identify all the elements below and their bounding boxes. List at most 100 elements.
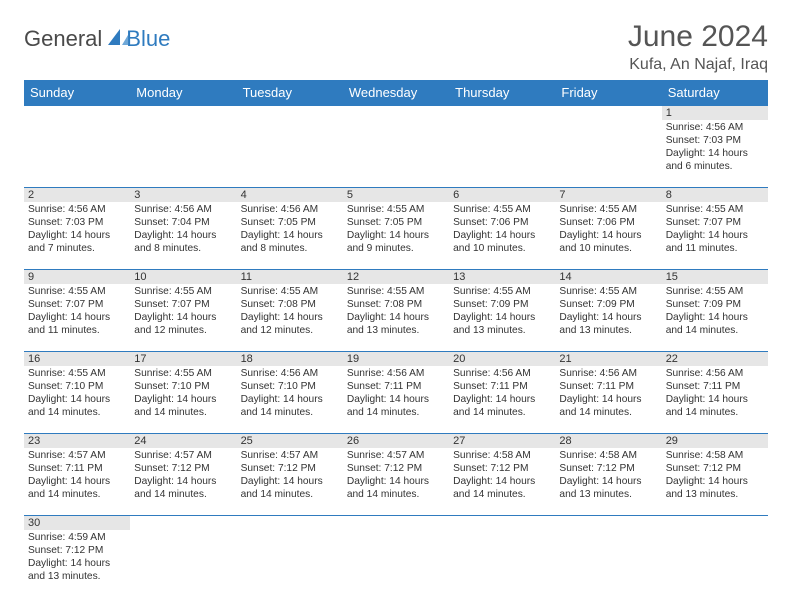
- sunrise-text: Sunrise: 4:55 AM: [666, 285, 764, 298]
- sunset-text: Sunset: 7:11 PM: [28, 462, 126, 475]
- sunset-text: Sunset: 7:12 PM: [347, 462, 445, 475]
- logo-text-general: General: [24, 26, 102, 52]
- calendar-cell: 6Sunrise: 4:55 AMSunset: 7:06 PMDaylight…: [449, 188, 555, 270]
- sunrise-text: Sunrise: 4:56 AM: [28, 203, 126, 216]
- day-detail: Sunrise: 4:55 AMSunset: 7:07 PMDaylight:…: [130, 284, 236, 339]
- day-detail: Sunrise: 4:56 AMSunset: 7:11 PMDaylight:…: [555, 366, 661, 421]
- calendar-cell: 24Sunrise: 4:57 AMSunset: 7:12 PMDayligh…: [130, 434, 236, 516]
- day-number: 19: [343, 352, 449, 366]
- sunrise-text: Sunrise: 4:55 AM: [453, 285, 551, 298]
- sunset-text: Sunset: 7:07 PM: [134, 298, 232, 311]
- calendar-cell: 29Sunrise: 4:58 AMSunset: 7:12 PMDayligh…: [662, 434, 768, 516]
- day-number: 30: [24, 516, 130, 530]
- calendar-cell: [343, 516, 449, 598]
- daylight-text: Daylight: 14 hours and 11 minutes.: [28, 311, 126, 337]
- calendar-cell: 22Sunrise: 4:56 AMSunset: 7:11 PMDayligh…: [662, 352, 768, 434]
- day-detail: Sunrise: 4:55 AMSunset: 7:07 PMDaylight:…: [24, 284, 130, 339]
- sunrise-text: Sunrise: 4:57 AM: [134, 449, 232, 462]
- sunrise-text: Sunrise: 4:55 AM: [559, 285, 657, 298]
- sunset-text: Sunset: 7:03 PM: [666, 134, 764, 147]
- day-number: [449, 516, 555, 518]
- calendar-cell: 14Sunrise: 4:55 AMSunset: 7:09 PMDayligh…: [555, 270, 661, 352]
- sunrise-text: Sunrise: 4:58 AM: [453, 449, 551, 462]
- day-detail: Sunrise: 4:57 AMSunset: 7:12 PMDaylight:…: [237, 448, 343, 503]
- day-number: 4: [237, 188, 343, 202]
- dayhead-mon: Monday: [130, 80, 236, 106]
- day-detail: Sunrise: 4:55 AMSunset: 7:06 PMDaylight:…: [449, 202, 555, 257]
- day-detail: Sunrise: 4:56 AMSunset: 7:04 PMDaylight:…: [130, 202, 236, 257]
- dayhead-wed: Wednesday: [343, 80, 449, 106]
- day-detail: Sunrise: 4:55 AMSunset: 7:10 PMDaylight:…: [130, 366, 236, 421]
- day-number: [237, 106, 343, 108]
- calendar-cell: 3Sunrise: 4:56 AMSunset: 7:04 PMDaylight…: [130, 188, 236, 270]
- sunset-text: Sunset: 7:10 PM: [28, 380, 126, 393]
- sunrise-text: Sunrise: 4:58 AM: [666, 449, 764, 462]
- day-detail: Sunrise: 4:55 AMSunset: 7:05 PMDaylight:…: [343, 202, 449, 257]
- daylight-text: Daylight: 14 hours and 12 minutes.: [241, 311, 339, 337]
- day-number: 7: [555, 188, 661, 202]
- calendar-cell: [130, 516, 236, 598]
- day-number: [555, 516, 661, 518]
- calendar-row: 9Sunrise: 4:55 AMSunset: 7:07 PMDaylight…: [24, 270, 768, 352]
- dayhead-fri: Friday: [555, 80, 661, 106]
- sunrise-text: Sunrise: 4:55 AM: [241, 285, 339, 298]
- day-number: [237, 516, 343, 518]
- calendar-cell: 7Sunrise: 4:55 AMSunset: 7:06 PMDaylight…: [555, 188, 661, 270]
- daylight-text: Daylight: 14 hours and 6 minutes.: [666, 147, 764, 173]
- calendar-cell: 10Sunrise: 4:55 AMSunset: 7:07 PMDayligh…: [130, 270, 236, 352]
- calendar-row: 30Sunrise: 4:59 AMSunset: 7:12 PMDayligh…: [24, 516, 768, 598]
- sunset-text: Sunset: 7:12 PM: [241, 462, 339, 475]
- day-detail: Sunrise: 4:55 AMSunset: 7:08 PMDaylight:…: [237, 284, 343, 339]
- calendar-cell: 20Sunrise: 4:56 AMSunset: 7:11 PMDayligh…: [449, 352, 555, 434]
- daylight-text: Daylight: 14 hours and 8 minutes.: [134, 229, 232, 255]
- calendar-cell: 16Sunrise: 4:55 AMSunset: 7:10 PMDayligh…: [24, 352, 130, 434]
- calendar-cell: [237, 516, 343, 598]
- daylight-text: Daylight: 14 hours and 14 minutes.: [134, 393, 232, 419]
- daylight-text: Daylight: 14 hours and 14 minutes.: [666, 393, 764, 419]
- dayhead-thu: Thursday: [449, 80, 555, 106]
- sunset-text: Sunset: 7:11 PM: [347, 380, 445, 393]
- calendar-cell: 17Sunrise: 4:55 AMSunset: 7:10 PMDayligh…: [130, 352, 236, 434]
- sunset-text: Sunset: 7:12 PM: [134, 462, 232, 475]
- calendar-cell: 11Sunrise: 4:55 AMSunset: 7:08 PMDayligh…: [237, 270, 343, 352]
- calendar-cell: 5Sunrise: 4:55 AMSunset: 7:05 PMDaylight…: [343, 188, 449, 270]
- day-detail: Sunrise: 4:57 AMSunset: 7:12 PMDaylight:…: [343, 448, 449, 503]
- daylight-text: Daylight: 14 hours and 14 minutes.: [666, 311, 764, 337]
- day-number: 2: [24, 188, 130, 202]
- sunrise-text: Sunrise: 4:55 AM: [347, 203, 445, 216]
- day-detail: Sunrise: 4:56 AMSunset: 7:03 PMDaylight:…: [662, 120, 768, 175]
- day-detail: Sunrise: 4:55 AMSunset: 7:07 PMDaylight:…: [662, 202, 768, 257]
- sunrise-text: Sunrise: 4:55 AM: [134, 367, 232, 380]
- daylight-text: Daylight: 14 hours and 13 minutes.: [28, 557, 126, 583]
- day-number: [130, 106, 236, 108]
- daylight-text: Daylight: 14 hours and 14 minutes.: [28, 475, 126, 501]
- day-number: [343, 106, 449, 108]
- day-detail: Sunrise: 4:56 AMSunset: 7:10 PMDaylight:…: [237, 366, 343, 421]
- sunrise-text: Sunrise: 4:55 AM: [666, 203, 764, 216]
- day-number: 24: [130, 434, 236, 448]
- day-detail: Sunrise: 4:56 AMSunset: 7:11 PMDaylight:…: [449, 366, 555, 421]
- title-block: June 2024 Kufa, An Najaf, Iraq: [628, 20, 768, 74]
- sunset-text: Sunset: 7:08 PM: [347, 298, 445, 311]
- dayhead-tue: Tuesday: [237, 80, 343, 106]
- calendar-row: 23Sunrise: 4:57 AMSunset: 7:11 PMDayligh…: [24, 434, 768, 516]
- day-detail: Sunrise: 4:56 AMSunset: 7:11 PMDaylight:…: [343, 366, 449, 421]
- calendar-cell: [662, 516, 768, 598]
- header: General Blue June 2024 Kufa, An Najaf, I…: [24, 20, 768, 74]
- sunset-text: Sunset: 7:12 PM: [28, 544, 126, 557]
- day-number: 20: [449, 352, 555, 366]
- sunset-text: Sunset: 7:07 PM: [666, 216, 764, 229]
- day-detail: Sunrise: 4:55 AMSunset: 7:06 PMDaylight:…: [555, 202, 661, 257]
- sunrise-text: Sunrise: 4:56 AM: [241, 367, 339, 380]
- calendar-cell: 1Sunrise: 4:56 AMSunset: 7:03 PMDaylight…: [662, 106, 768, 188]
- day-number: [343, 516, 449, 518]
- day-detail: Sunrise: 4:56 AMSunset: 7:11 PMDaylight:…: [662, 366, 768, 421]
- sunset-text: Sunset: 7:04 PM: [134, 216, 232, 229]
- day-number: [449, 106, 555, 108]
- day-number: 3: [130, 188, 236, 202]
- daylight-text: Daylight: 14 hours and 13 minutes.: [559, 311, 657, 337]
- day-detail: Sunrise: 4:58 AMSunset: 7:12 PMDaylight:…: [449, 448, 555, 503]
- sunrise-text: Sunrise: 4:55 AM: [347, 285, 445, 298]
- day-number: 18: [237, 352, 343, 366]
- calendar-cell: 4Sunrise: 4:56 AMSunset: 7:05 PMDaylight…: [237, 188, 343, 270]
